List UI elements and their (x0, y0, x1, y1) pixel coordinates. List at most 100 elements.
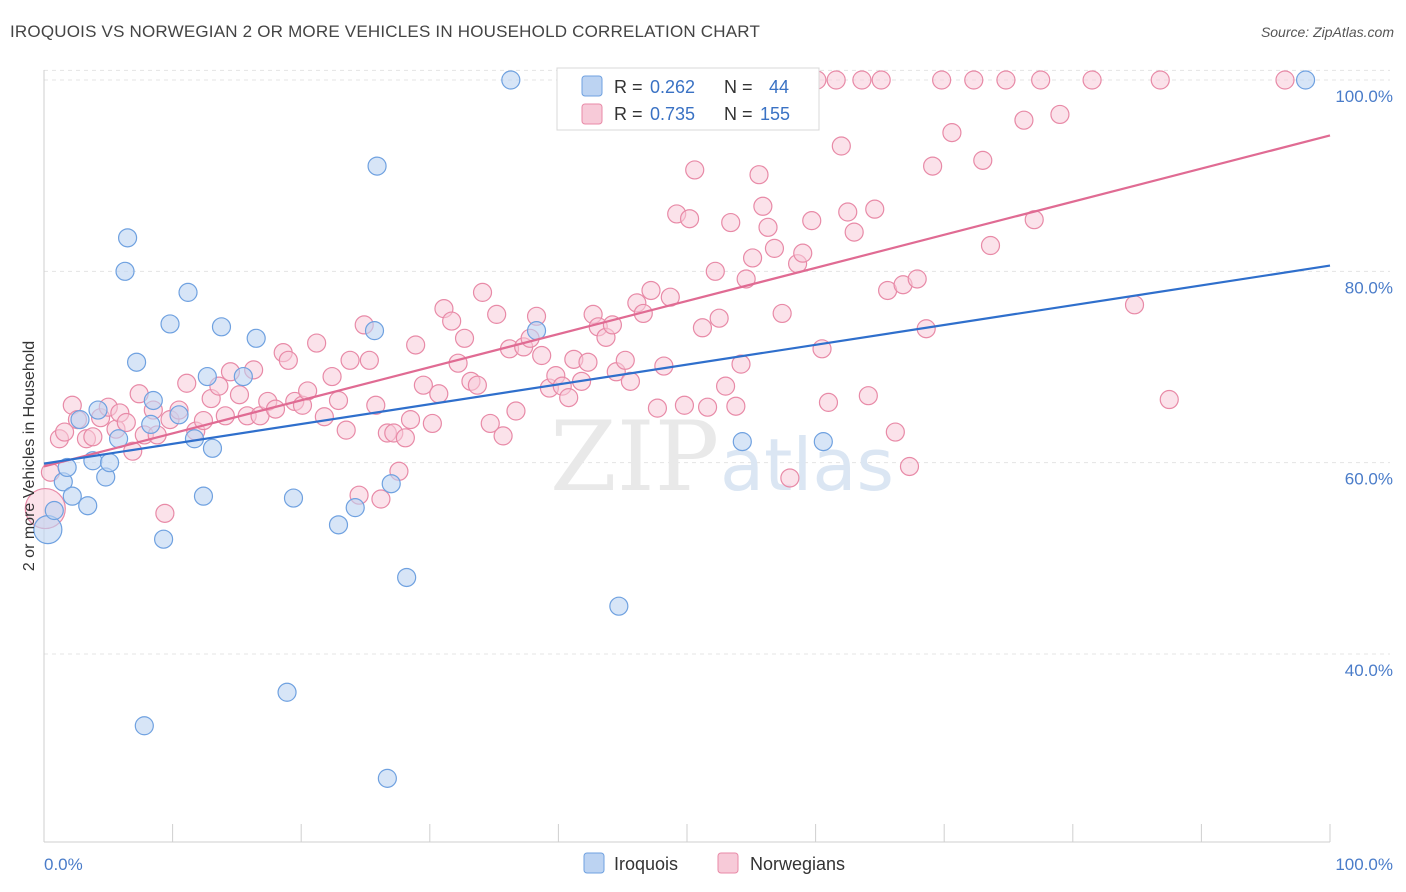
norwegians-point (406, 335, 426, 355)
iroquois-point (277, 682, 297, 702)
norwegians-point (366, 395, 386, 415)
iroquois-point (169, 405, 189, 425)
y-tick-label-100: 100.0% (1335, 87, 1393, 106)
iroquois-point (143, 390, 163, 411)
iroquois-point (211, 317, 232, 337)
iroquois-trend-line (43, 264, 1331, 465)
x-axis-ticks (172, 824, 1331, 842)
norwegians-point (578, 352, 598, 372)
bottom-legend-swatch-iroquois (583, 852, 605, 874)
norwegians-point (705, 261, 725, 281)
y-axis-label: 2 or more Vehicles in Household (21, 341, 38, 571)
bottom-legend: Iroquois Norwegians (583, 852, 845, 874)
norwegians-point (654, 356, 674, 376)
legend-iroquois-n-label: N = (724, 77, 753, 97)
norwegians-point (980, 235, 1001, 256)
iroquois-point (57, 457, 77, 478)
iroquois-point (153, 529, 174, 549)
norwegians-point (472, 282, 493, 302)
norwegians-point (328, 390, 349, 411)
norwegians-point (858, 386, 878, 406)
norwegians-point (709, 308, 729, 328)
x-tick-label-max: 100.0% (1335, 855, 1393, 874)
norwegians-point (1082, 70, 1102, 90)
norwegians-point (155, 503, 175, 523)
norwegians-point (506, 401, 526, 421)
source-label: Source: ZipAtlas.com (1260, 24, 1394, 40)
iroquois-point (609, 596, 629, 616)
norwegians-point (1031, 70, 1051, 90)
chart-title: IROQUOIS VS NORWEGIAN 2 OR MORE VEHICLES… (10, 22, 761, 41)
iroquois-point (141, 414, 161, 434)
norwegians-point (996, 70, 1016, 90)
legend-norwegians-n-value: 155 (760, 104, 790, 124)
norwegians-point (758, 217, 778, 237)
iroquois-point (70, 410, 90, 430)
iroquois-point (233, 366, 253, 387)
norwegians-point (838, 202, 858, 222)
norwegians-point (844, 222, 864, 242)
watermark-zip: ZIP (550, 401, 719, 513)
iroquois-point (33, 515, 63, 545)
norwegians-point (749, 165, 769, 185)
legend-norwegians-r-label: R = (614, 104, 643, 124)
y-tick-label-40: 40.0% (1345, 661, 1393, 680)
norwegians-point (314, 407, 334, 427)
norwegians-point (679, 209, 700, 229)
stats-legend: R = 0.262 N = 44 R = 0.735 N = 155 (556, 67, 820, 131)
legend-iroquois-n-value: 44 (769, 77, 789, 97)
norwegians-point (83, 427, 103, 447)
norwegians-point (480, 413, 500, 434)
norwegians-point (340, 350, 360, 370)
norwegians-point (932, 70, 952, 90)
iroquois-point (99, 453, 120, 473)
norwegians-trend-line (43, 134, 1331, 468)
legend-swatch-norwegians (581, 103, 603, 125)
norwegians-point (1159, 389, 1179, 410)
iroquois-point (62, 486, 82, 506)
iroquois-point (78, 496, 98, 516)
norwegians-point (831, 136, 851, 156)
iroquois-point (381, 474, 401, 494)
legend-iroquois-r-value: 0.262 (650, 77, 695, 97)
norwegians-point (802, 211, 822, 231)
x-tick-label-min: 0.0% (44, 855, 83, 874)
norwegians-point (448, 353, 468, 373)
y-tick-label-80: 80.0% (1345, 278, 1393, 297)
norwegians-point (322, 366, 342, 387)
norwegians-point (726, 396, 746, 416)
norwegians-point (400, 410, 421, 430)
norwegians-point (793, 243, 813, 263)
iroquois-point (160, 314, 180, 334)
norwegians-point (942, 123, 962, 143)
iroquois-point (117, 228, 138, 248)
norwegians-point (54, 422, 75, 442)
norwegians-series (24, 70, 1295, 530)
norwegians-point (467, 375, 487, 395)
iroquois-point (134, 716, 154, 736)
iroquois-point (115, 261, 135, 281)
iroquois-point (732, 432, 752, 452)
norwegians-point (298, 381, 318, 401)
iroquois-point (283, 488, 304, 508)
norwegians-point (116, 412, 136, 433)
norwegians-point (1124, 295, 1145, 315)
norwegians-point (973, 150, 993, 170)
legend-norwegians-n-label: N = (724, 104, 753, 124)
norwegians-point (899, 456, 920, 477)
norwegians-point (692, 318, 713, 338)
iroquois-point (126, 352, 147, 372)
bottom-legend-norwegians: Norwegians (750, 854, 845, 874)
y-tick-label-60: 60.0% (1345, 470, 1393, 489)
norwegians-point (818, 392, 839, 412)
iroquois-point (813, 432, 833, 452)
iroquois-point (1295, 70, 1316, 90)
norwegians-point (697, 397, 718, 417)
norwegians-point (871, 70, 891, 90)
bottom-legend-iroquois: Iroquois (614, 854, 678, 874)
norwegians-point (721, 212, 741, 233)
norwegians-point (487, 304, 507, 324)
bottom-legend-swatch-norwegians (717, 852, 739, 874)
norwegians-point (826, 70, 846, 90)
norwegians-point (964, 70, 984, 90)
